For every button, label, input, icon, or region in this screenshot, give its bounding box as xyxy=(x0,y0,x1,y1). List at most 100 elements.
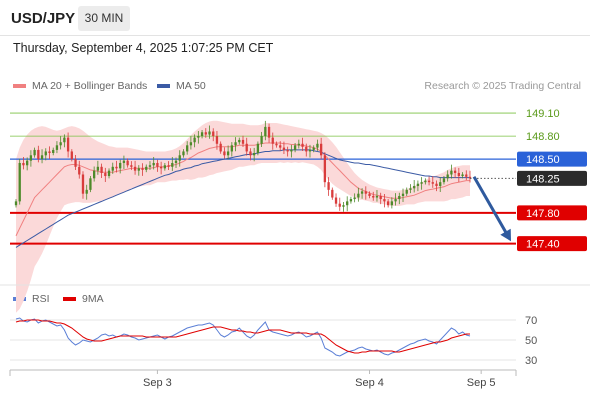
candle-body xyxy=(416,183,420,187)
candle-body xyxy=(130,165,133,167)
candle-body xyxy=(111,166,114,171)
candle-body xyxy=(115,166,118,169)
candle-body xyxy=(22,162,25,166)
candle-body xyxy=(226,151,230,156)
rsi-series-rsi xyxy=(15,317,471,357)
candle-body xyxy=(279,145,282,148)
candle-body xyxy=(308,149,312,152)
legend-ma50: MA 50 xyxy=(157,80,206,92)
candle-body xyxy=(413,186,416,189)
research-credit: Research © 2025 Trading Central xyxy=(424,80,581,92)
candle-body xyxy=(48,151,51,153)
candle-body xyxy=(420,182,423,184)
candle-body xyxy=(212,131,215,137)
candle-body xyxy=(409,188,412,190)
legend-9ma-swatch xyxy=(63,297,76,301)
candle-body xyxy=(33,149,36,156)
last-price-label: 148.25 xyxy=(526,173,560,185)
candle-body xyxy=(186,145,189,152)
candle-body xyxy=(461,174,464,177)
candle-body xyxy=(133,166,137,171)
level-tag-148.50 xyxy=(517,151,587,167)
candle-body xyxy=(271,137,274,144)
candle-body xyxy=(145,166,148,170)
level-label-149.10: 149.10 xyxy=(526,108,560,120)
level-tag-147.80 xyxy=(517,205,587,221)
candle-body xyxy=(275,143,278,146)
candle-body xyxy=(167,165,170,167)
candle-body xyxy=(119,162,122,169)
legend-ma20: MA 20 + Bollinger Bands xyxy=(13,80,147,92)
candle-body xyxy=(450,170,453,175)
candle-body xyxy=(100,166,103,173)
level-label-147.40: 147.40 xyxy=(526,239,560,251)
candle-body xyxy=(59,142,62,146)
candle-body xyxy=(249,151,252,156)
candle-body xyxy=(171,162,174,167)
candle-body xyxy=(37,149,40,160)
candle-body xyxy=(439,182,442,187)
candle-body xyxy=(178,155,181,161)
candle-body xyxy=(66,137,70,152)
candle-body xyxy=(55,145,59,150)
candle-body xyxy=(383,199,386,202)
candle-body xyxy=(323,155,327,183)
candle-body xyxy=(148,165,152,167)
forecast-arrow-line xyxy=(472,176,510,237)
candle-body xyxy=(44,151,47,156)
candle-body xyxy=(368,193,371,196)
level-label-148.80: 148.80 xyxy=(526,131,560,143)
level-label-147.80: 147.80 xyxy=(526,208,560,220)
candle-body xyxy=(435,183,438,187)
last-price-tag xyxy=(517,170,587,186)
candle-body xyxy=(286,149,289,152)
candle-body xyxy=(256,143,260,153)
symbol-title: USD/JPY xyxy=(11,10,76,27)
forecast-arrow-head xyxy=(500,228,511,242)
level-tag-147.40 xyxy=(517,236,587,252)
candle-body xyxy=(375,195,379,198)
candle-body xyxy=(152,162,155,166)
candle-body xyxy=(353,197,356,200)
candle-body xyxy=(219,143,222,152)
x-tick-label: Sep 5 xyxy=(467,377,496,389)
candle-body xyxy=(334,197,338,204)
candle-body xyxy=(234,142,237,146)
legend-rsi-label: RSI xyxy=(32,293,50,305)
candle-body xyxy=(159,166,163,169)
candle-body xyxy=(29,155,33,161)
candle-body xyxy=(342,205,345,207)
candle-body xyxy=(107,170,111,177)
candle-body xyxy=(253,152,256,156)
timeframe-button[interactable]: 30 MIN xyxy=(78,6,130,31)
candle-body xyxy=(208,131,211,135)
rsi-tick-50: 50 xyxy=(525,335,537,347)
candle-body xyxy=(204,132,207,135)
candle-body xyxy=(282,147,286,150)
candle-body xyxy=(245,143,248,152)
legend-ma20-swatch xyxy=(13,84,26,88)
candle-body xyxy=(264,126,267,137)
rsi-series-9ma xyxy=(15,319,470,354)
rsi-tick-30: 30 xyxy=(525,355,537,367)
candle-body xyxy=(18,162,21,202)
candle-body xyxy=(163,165,167,169)
candle-body xyxy=(260,136,263,144)
candle-body xyxy=(446,174,449,179)
candle-body xyxy=(457,172,460,177)
candle-body xyxy=(360,191,364,194)
x-tick-label: Sep 4 xyxy=(355,377,384,389)
candle-body xyxy=(96,166,100,171)
datetime-label: Thursday, September 4, 2025 1:07:25 PM C… xyxy=(13,41,274,55)
candle-body xyxy=(468,176,472,179)
candle-body xyxy=(215,136,219,144)
level-label-148.50: 148.50 xyxy=(526,154,560,166)
candle-body xyxy=(424,180,427,183)
candle-body xyxy=(40,155,44,160)
candle-body xyxy=(427,180,431,183)
candle-body xyxy=(63,137,66,143)
candle-body xyxy=(405,189,408,194)
candle-body xyxy=(141,168,144,170)
candle-body xyxy=(305,146,308,152)
